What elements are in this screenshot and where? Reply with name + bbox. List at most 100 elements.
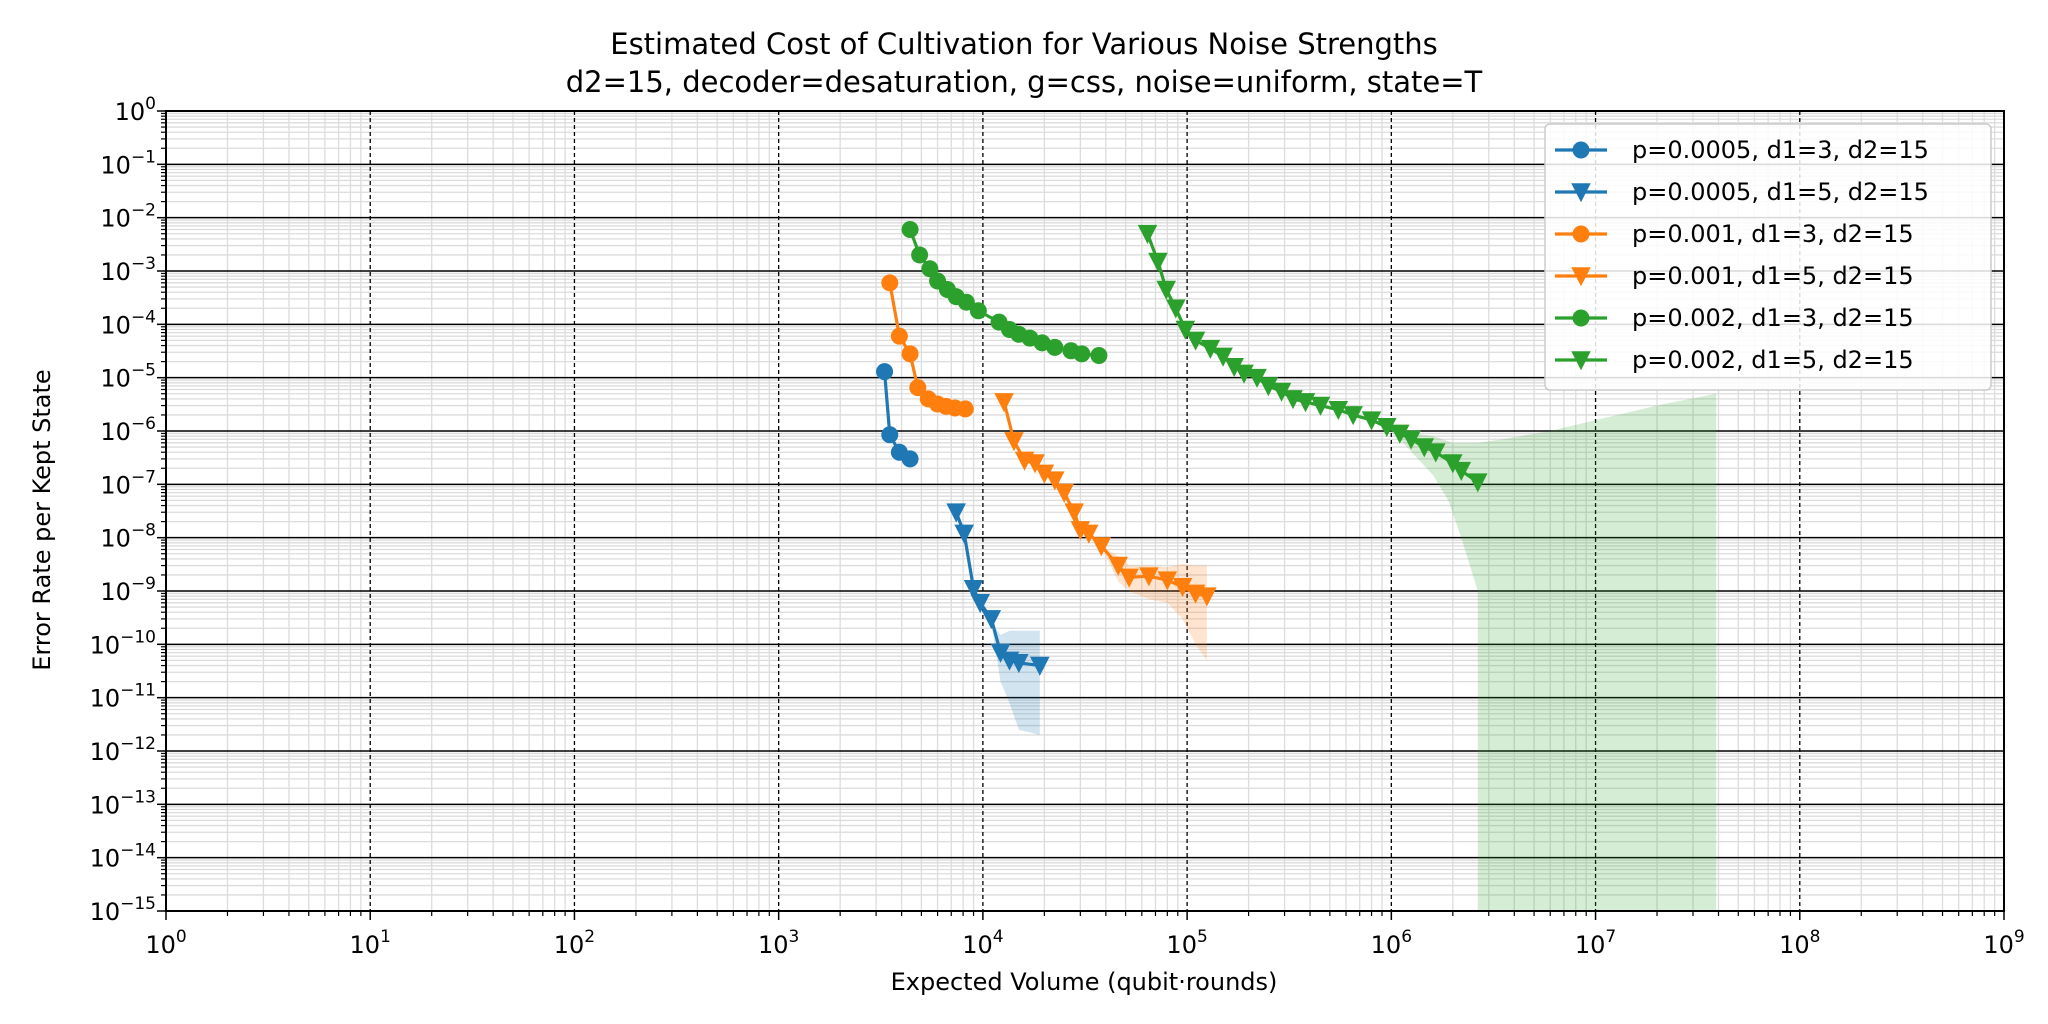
x-tick-label-base: 10 (758, 931, 789, 959)
y-axis-label: Error Rate per Kept State (28, 369, 56, 670)
y-tick-label-exponent: −9 (131, 574, 156, 594)
legend-label: p=0.001, d1=5, d2=15 (1632, 262, 1914, 290)
data-point (981, 610, 1002, 630)
data-point (1108, 556, 1129, 576)
data-point (1185, 331, 1206, 351)
data-point (1258, 377, 1279, 397)
y-tick-label-exponent: −12 (120, 734, 156, 754)
data-point (901, 220, 919, 238)
y-tick-label-base: 10 (100, 205, 131, 233)
data-point (969, 302, 987, 320)
y-tick-label-base: 10 (90, 685, 121, 713)
x-tick-label: 108 (1779, 927, 1820, 959)
plot-frame (165, 110, 2005, 912)
y-tick-label-exponent: −13 (120, 787, 156, 807)
x-tick-label-exponent: 6 (1401, 927, 1412, 947)
data-point (1175, 320, 1196, 340)
data-point (1197, 587, 1217, 607)
y-tick-label-base: 10 (100, 311, 131, 339)
data-point (1009, 654, 1029, 674)
y-tick-label-exponent: −7 (131, 467, 156, 487)
y-tick-label-exponent: −3 (131, 254, 156, 274)
legend-label: p=0.0005, d1=3, d2=15 (1632, 136, 1929, 164)
x-tick-label-base: 10 (554, 931, 585, 959)
y-tick-label: 10−13 (90, 787, 156, 819)
y-tick-label-exponent: −8 (131, 521, 156, 541)
data-point (909, 379, 927, 397)
data-point (1090, 347, 1108, 365)
data-point (1343, 406, 1363, 426)
legend-marker-swatch (1571, 183, 1591, 203)
y-tick-label: 10−3 (100, 254, 156, 286)
y-tick-label-exponent: −15 (120, 894, 156, 914)
data-point (1224, 357, 1244, 378)
y-tick-label: 10−9 (100, 574, 156, 606)
y-tick-label-exponent: −14 (120, 841, 156, 861)
data-point (1467, 473, 1488, 493)
y-tick-label-base: 10 (100, 258, 131, 286)
data-point (1200, 339, 1221, 359)
x-tick-label: 109 (1983, 927, 2024, 959)
legend: p=0.0005, d1=3, d2=15 p=0.0005, d1=5, d2=… (1544, 123, 1992, 391)
legend-entry: p=0.002, d1=5, d2=15 (1555, 346, 1914, 374)
data-point (1425, 443, 1446, 463)
data-point (1004, 432, 1024, 452)
x-tick-label-exponent: 4 (993, 927, 1004, 947)
x-tick-label: 100 (145, 927, 186, 959)
x-tick-label-exponent: 2 (584, 927, 595, 947)
series-markers (876, 220, 1488, 676)
data-point (1025, 454, 1045, 474)
data-point (901, 450, 919, 468)
x-tick-label-exponent: 3 (789, 927, 800, 947)
x-tick-label: 101 (350, 927, 391, 959)
data-point (1414, 438, 1435, 458)
data-point (963, 579, 984, 600)
y-tick-label-base: 10 (90, 845, 121, 873)
y-tick-label-exponent: −4 (131, 307, 156, 327)
data-point (1401, 430, 1421, 450)
x-tick-label: 107 (1575, 927, 1616, 959)
data-point (1157, 571, 1178, 591)
data-point (921, 260, 939, 278)
y-tick-labels: 10010−110−210−310−410−510−610−710−810−91… (90, 94, 156, 926)
data-point (1247, 368, 1267, 388)
y-tick-label: 10−2 (100, 201, 156, 233)
data-point (946, 503, 966, 523)
data-point (1139, 567, 1159, 587)
axis-ticks (157, 110, 2005, 920)
data-point (1172, 577, 1193, 598)
x-tick-label: 103 (758, 927, 799, 959)
data-point (1295, 393, 1316, 413)
legend-marker-swatch (1571, 267, 1591, 287)
y-tick-label-base: 10 (100, 578, 131, 606)
data-point (994, 393, 1014, 413)
legend-marker-swatch (1572, 225, 1590, 243)
data-point (1451, 461, 1472, 481)
data-point (1361, 411, 1382, 431)
data-point (1030, 656, 1050, 676)
legend-label: p=0.001, d1=3, d2=15 (1632, 220, 1914, 248)
x-tick-label-exponent: 1 (380, 927, 391, 947)
data-point (957, 293, 975, 311)
confidence-band-series-5 (1353, 393, 1717, 912)
x-tick-label-exponent: 9 (2014, 927, 2025, 947)
data-point (1156, 280, 1176, 300)
y-tick-label: 10−15 (90, 894, 156, 926)
y-tick-label: 10−6 (100, 414, 156, 446)
data-point (1328, 400, 1349, 421)
y-tick-label: 10−5 (100, 361, 156, 393)
data-point (1034, 464, 1055, 484)
data-point (1213, 347, 1233, 367)
x-tick-label-exponent: 0 (176, 927, 187, 947)
data-point (1079, 524, 1099, 544)
y-tick-label: 10−12 (90, 734, 156, 766)
legend-entry: p=0.0005, d1=5, d2=15 (1555, 178, 1929, 206)
y-tick-label-base: 10 (100, 365, 131, 393)
legend-entry: p=0.0005, d1=3, d2=15 (1555, 136, 1929, 164)
legend-entry: p=0.001, d1=5, d2=15 (1555, 262, 1914, 290)
data-point (881, 426, 899, 444)
data-point (990, 643, 1011, 663)
chart-subtitle: d2=15, decoder=desaturation, g=css, nois… (566, 65, 1483, 99)
y-tick-label-base: 10 (100, 471, 131, 499)
